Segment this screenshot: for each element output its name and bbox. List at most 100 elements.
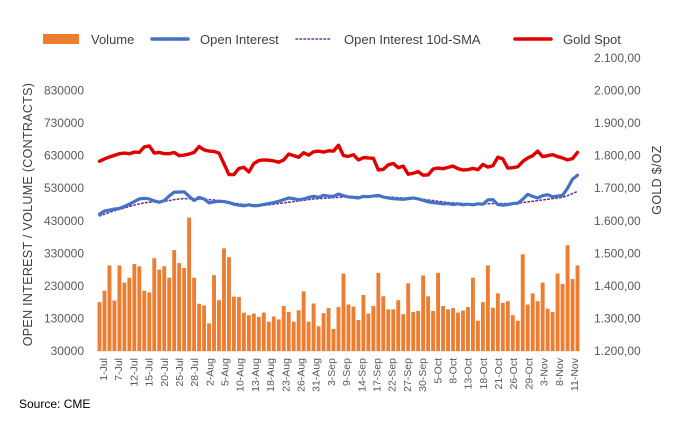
volume-bar	[351, 306, 356, 351]
volume-bar	[346, 304, 351, 351]
volume-bar	[231, 296, 236, 351]
volume-bar	[545, 308, 550, 351]
volume-bar	[207, 323, 211, 351]
volume-bar	[550, 311, 555, 351]
y-right-tick-label: 1.200,00	[594, 344, 641, 358]
x-tick-label: 9-Sep	[341, 358, 353, 386]
x-tick-label: 23-Aug	[280, 358, 292, 392]
y-left-axis-title: OPEN INTEREST / VOLUME (CONTRACTS)	[21, 83, 35, 346]
legend-label: Volume	[91, 32, 134, 47]
volume-bar	[132, 264, 137, 351]
volume-bar	[565, 245, 570, 351]
y-left-tick-label: 130000	[44, 311, 84, 325]
volume-bar	[306, 321, 311, 351]
volume-bar	[316, 326, 321, 351]
volume-bar	[451, 308, 455, 351]
legend-label: Open Interest	[200, 32, 279, 47]
legend-label: Gold Spot	[563, 32, 621, 47]
volume-bar	[505, 301, 510, 351]
x-tick-label: 13-Aug	[250, 358, 262, 392]
x-tick-label: 20-Jul	[159, 358, 171, 387]
x-tick-label: 5-Aug	[220, 358, 232, 386]
volume-bar	[421, 275, 426, 351]
volume-bar	[426, 296, 431, 351]
volume-bar	[236, 296, 241, 351]
x-tick-label: 18-Oct	[478, 358, 490, 390]
volume-bar	[227, 257, 231, 351]
volume-bar	[187, 217, 192, 351]
y-left-tick-label: 430000	[44, 214, 84, 228]
x-tick-label: 22-Sep	[387, 358, 399, 392]
axes: 30000 130000 230000 330000 430000 530000 63000…	[21, 51, 664, 358]
volume-bar	[510, 315, 515, 351]
y-left-tick-label: 730000	[44, 116, 84, 130]
volume-bar	[401, 314, 406, 351]
y-right-tick-label: 2.100,00	[594, 51, 641, 65]
x-tick-label: 7-Jul	[113, 358, 125, 381]
volume-bar	[251, 313, 256, 351]
volume-bar	[127, 277, 132, 351]
x-tick-label: 26-Oct	[508, 358, 520, 390]
volume-bar	[122, 282, 127, 351]
volume-bar	[167, 277, 172, 351]
x-tick-label: 15-Jul	[144, 358, 156, 387]
volume-bar	[276, 319, 281, 351]
y-right-axis-title: GOLD $/OZ	[650, 145, 664, 214]
volume-bar	[535, 301, 540, 351]
volume-bar	[341, 273, 346, 351]
y-left-tick-label: 830000	[44, 84, 84, 98]
volume-bar	[291, 321, 296, 351]
series-lines	[97, 143, 580, 217]
volume-bar	[371, 306, 376, 351]
volume-bar	[436, 272, 441, 351]
volume-bar	[480, 302, 485, 351]
x-tick-label: 18-Aug	[265, 358, 277, 392]
volume-bar	[466, 307, 470, 351]
volume-bar	[515, 320, 520, 351]
y-left-tick-label: 530000	[44, 181, 84, 195]
volume-bar	[575, 265, 580, 351]
volume-bar	[107, 265, 112, 351]
volume-bar	[97, 302, 102, 351]
volume-bar	[157, 269, 162, 351]
y-right-tick-label: 1.400,00	[594, 279, 641, 293]
volume-bar	[246, 315, 251, 351]
x-tick-label: 3-Sep	[326, 358, 338, 386]
y-right-tick-label: 1.600,00	[594, 214, 641, 228]
volume-bar	[386, 309, 391, 351]
x-tick-label: 3-Nov	[539, 357, 551, 386]
volume-bar	[286, 311, 291, 351]
volume-bar	[331, 328, 336, 351]
x-tick-label: 26-Aug	[296, 358, 308, 392]
volume-bar	[560, 283, 565, 351]
x-tick-label: 10-Aug	[235, 358, 247, 392]
volume-bar	[162, 266, 167, 351]
volume-bar	[570, 279, 575, 351]
y-left-tick-label: 30000	[51, 344, 85, 358]
volume-bar	[261, 312, 266, 351]
volume-bar	[540, 282, 545, 351]
volume-bar	[147, 292, 152, 351]
volume-bar	[177, 263, 182, 351]
volume-bar	[117, 265, 122, 351]
x-tick-label: 14-Sep	[356, 358, 368, 392]
x-tick-label: 28-Jul	[189, 358, 201, 387]
volume-bar	[490, 307, 495, 351]
volume-bar	[431, 310, 436, 351]
volume-bar	[217, 300, 221, 351]
x-tick-label: 29-Oct	[523, 358, 535, 390]
open-interest-line	[97, 173, 580, 216]
volume-bar	[456, 312, 460, 351]
volume-bar	[301, 291, 306, 351]
volume-bar	[102, 290, 107, 351]
legend-swatch-volume	[43, 34, 79, 44]
volume-bar	[197, 303, 202, 351]
volume-bars	[97, 217, 580, 351]
volume-bar	[396, 300, 401, 351]
volume-bar	[296, 310, 301, 351]
volume-bar	[391, 309, 396, 351]
volume-bar	[411, 311, 416, 351]
chart-legend: Volume Open Interest Open Interest 10d-SMA…	[43, 32, 621, 47]
volume-bar	[555, 273, 560, 351]
x-tick-label: 30-Sep	[417, 358, 429, 392]
